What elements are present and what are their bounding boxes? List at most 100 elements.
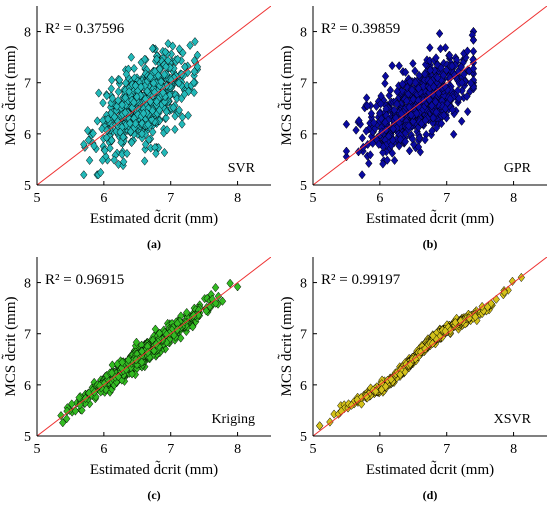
scatter-point [149, 78, 158, 88]
scatter-point [440, 110, 448, 120]
r-squared-label: R² = 0.99197 [321, 272, 401, 288]
scatter-point [469, 35, 478, 45]
x-tick-label: 7 [167, 442, 174, 457]
x-axis-label: Estimated d̃crit (mm) [366, 460, 494, 478]
scatter-point [138, 357, 146, 367]
scatter-point [365, 158, 373, 169]
scatter-point [144, 119, 152, 130]
scatter-point [483, 302, 492, 312]
scatter-point [160, 147, 169, 158]
panel-a: 5 6 7 8 5 6 7 8 R² = 0.37596 SVR Estimated d̃crit … [1, 6, 271, 251]
scatter-point [170, 73, 178, 83]
x-tick-label: 8 [234, 442, 241, 457]
reference-line [37, 257, 271, 436]
scatter-point [193, 50, 202, 60]
scatter-point [401, 67, 410, 77]
scatter-point [107, 84, 115, 94]
scatter-point [428, 101, 436, 111]
x-axis-label: Estimated d̃crit (mm) [90, 209, 218, 227]
scatter-point [96, 380, 104, 391]
scatter-point [381, 71, 390, 81]
scatter-point [178, 119, 186, 129]
scatter-point [414, 83, 423, 94]
scatter-point [57, 410, 65, 421]
scatter-point [436, 332, 444, 342]
scatter-point [134, 109, 142, 120]
scatter-point [226, 278, 234, 288]
scatter-point [133, 92, 141, 102]
x-tick-label: 8 [234, 191, 241, 206]
scatter-point [130, 63, 138, 74]
scatter-point [160, 69, 169, 80]
scatter-point [432, 123, 441, 133]
y-tick-label: 5 [24, 179, 31, 194]
scatter-point [395, 141, 403, 151]
scatter-point [396, 370, 404, 380]
scatter-point [160, 97, 169, 107]
y-tick-label: 6 [24, 379, 31, 394]
scatter-point [446, 73, 454, 83]
scatter-point [366, 150, 375, 160]
scatter-point [381, 78, 389, 89]
scatter-point [171, 124, 179, 135]
y-axis-label: MCS d̃crit (mm) [277, 296, 295, 396]
scatter-point [151, 66, 159, 76]
scatter-point [467, 78, 475, 88]
scatter-point [426, 77, 435, 87]
scatter-point [71, 406, 80, 416]
scatter-point [143, 86, 151, 96]
scatter-point [190, 77, 198, 88]
scatter-point [130, 97, 138, 108]
scatter-point [433, 73, 442, 83]
scatter-point [465, 313, 473, 323]
scatter-point [429, 118, 437, 128]
scatter-point [152, 97, 161, 107]
scatter-point [85, 155, 94, 165]
scatter-point [141, 94, 150, 104]
scatter-point [146, 72, 155, 82]
scatter-point [463, 46, 472, 56]
scatter-point [389, 135, 397, 145]
scatter-point [127, 137, 136, 148]
scatter-point [395, 61, 403, 71]
y-tick-label: 8 [24, 26, 31, 41]
x-tick-label: 7 [167, 191, 174, 206]
scatter-point [375, 139, 383, 150]
scatter-point [398, 85, 406, 96]
scatter-point [426, 65, 434, 75]
scatter-point [415, 133, 423, 143]
scatter-point [362, 391, 370, 401]
scatter-point [110, 155, 118, 165]
panel-label: (d) [423, 488, 438, 502]
scatter-point [233, 282, 242, 292]
scatter-point [388, 148, 397, 158]
scatter-point [414, 142, 423, 152]
scatter-point [463, 91, 471, 102]
y-tick-label: 7 [300, 77, 307, 92]
scatter-point [354, 147, 363, 157]
scatter-point [342, 152, 351, 162]
scatter-point [163, 125, 171, 135]
reference-line [37, 6, 271, 185]
scatter-point [432, 107, 440, 117]
scatter-point [381, 117, 389, 127]
scatter-point [439, 70, 448, 80]
scatter-point [353, 395, 361, 405]
scatter-point [183, 307, 191, 318]
scatter-point [389, 124, 397, 134]
scatter-point [386, 85, 395, 95]
x-tick-label: 6 [100, 442, 107, 457]
scatter-point [150, 346, 158, 356]
scatter-point [449, 129, 458, 139]
scatter-point [448, 61, 456, 71]
scatter-point [411, 354, 420, 364]
x-axis-label: Estimated d̃crit (mm) [366, 209, 494, 227]
x-tick-label: 7 [443, 442, 450, 457]
scatter-point [173, 325, 181, 335]
scatter-point [140, 156, 149, 166]
scatter-point [173, 54, 182, 64]
scatter-point [458, 78, 466, 88]
panel-b: 5 6 7 8 5 6 7 8 R² = 0.39859 GPR Estimated d̃crit … [277, 6, 547, 251]
scatter-point [408, 85, 416, 95]
